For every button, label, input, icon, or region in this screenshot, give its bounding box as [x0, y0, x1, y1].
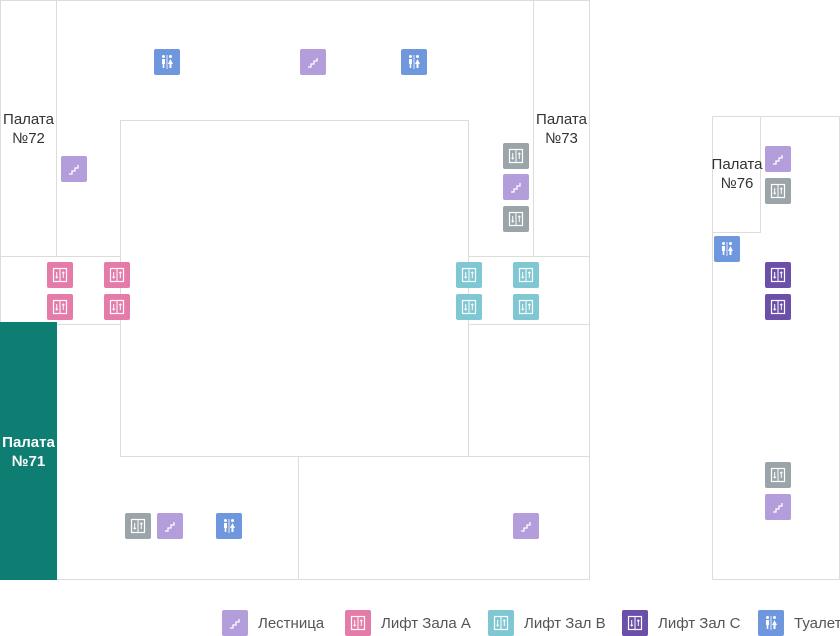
room-73-label: Палата №73: [536, 111, 587, 147]
lift-a-icon[interactable]: [47, 262, 73, 288]
lift-b-icon[interactable]: [456, 294, 482, 320]
legend-item-lift-c[interactable]: Лифт Зал C: [622, 610, 740, 636]
stairs-icon[interactable]: [503, 174, 529, 200]
legend-label: Лестница: [258, 614, 325, 632]
lift-icon[interactable]: [765, 462, 791, 488]
room-76[interactable]: [712, 116, 761, 233]
map-legend: Лестница Лифт Зала A Лифт Зал B Лифт Зал…: [0, 606, 840, 636]
lift-a-icon[interactable]: [104, 262, 130, 288]
room-72-label: Палата №72: [3, 111, 54, 147]
legend-label: Лифт Зала A: [381, 614, 471, 632]
toilet-icon: [758, 610, 784, 636]
room-76-label: Палата №76: [711, 156, 763, 192]
stairs-icon: [222, 610, 248, 636]
stairs-icon[interactable]: [300, 49, 326, 75]
lift-a-icon[interactable]: [47, 294, 73, 320]
lift-c-icon[interactable]: [765, 262, 791, 288]
toilet-icon[interactable]: [154, 49, 180, 75]
room-71[interactable]: [0, 322, 57, 580]
legend-label: Лифт Зал C: [658, 614, 741, 632]
lift-icon[interactable]: [765, 178, 791, 204]
lift-c-icon: [622, 610, 648, 636]
toilet-icon[interactable]: [216, 513, 242, 539]
lift-b-icon[interactable]: [456, 262, 482, 288]
stairs-icon[interactable]: [61, 156, 87, 182]
room-73[interactable]: [533, 0, 590, 258]
lift-icon[interactable]: [503, 206, 529, 232]
legend-label: Туалет: [794, 614, 840, 632]
legend-item-lift-a[interactable]: Лифт Зала A: [345, 610, 471, 636]
lift-b-icon: [488, 610, 514, 636]
toilet-icon[interactable]: [714, 236, 740, 262]
legend-label: Лифт Зал B: [524, 614, 606, 632]
stairs-icon[interactable]: [157, 513, 183, 539]
lower-right-hall: [298, 456, 590, 580]
inner-courtyard: [120, 120, 469, 457]
lift-b-icon[interactable]: [513, 294, 539, 320]
lift-a-icon[interactable]: [104, 294, 130, 320]
stairs-icon[interactable]: [765, 146, 791, 172]
stairs-icon[interactable]: [513, 513, 539, 539]
legend-item-lift-b[interactable]: Лифт Зал B: [488, 610, 606, 636]
toilet-icon[interactable]: [401, 49, 427, 75]
legend-item-stairs[interactable]: Лестница: [222, 610, 324, 636]
lift-a-icon: [345, 610, 371, 636]
legend-item-toilet[interactable]: Туалет: [758, 610, 840, 636]
lift-icon[interactable]: [125, 513, 151, 539]
lift-icon[interactable]: [503, 143, 529, 169]
lift-c-icon[interactable]: [765, 294, 791, 320]
stairs-icon[interactable]: [765, 494, 791, 520]
lift-b-icon[interactable]: [513, 262, 539, 288]
room-71-label: Палата №71: [2, 434, 55, 470]
